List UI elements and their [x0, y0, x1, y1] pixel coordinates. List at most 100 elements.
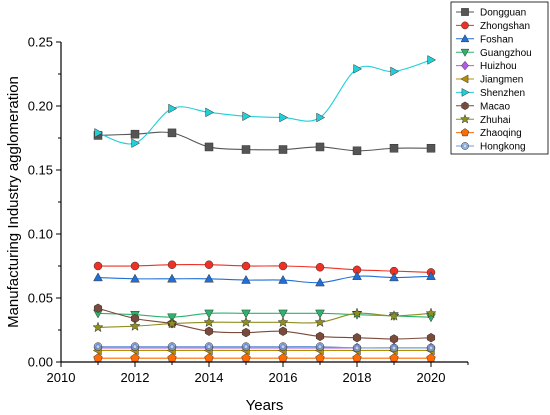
data-point-zhuhai — [166, 317, 178, 329]
data-point-zhuhai — [425, 307, 437, 319]
data-point-dongguan — [204, 142, 214, 152]
data-point-zhuhai — [203, 316, 215, 328]
y-tick-label: 0.00 — [28, 355, 53, 370]
data-point-foshan — [167, 273, 177, 283]
data-point-shenzhen — [279, 112, 289, 123]
data-point-hongkong — [315, 342, 325, 351]
legend-label-zhongshan: Zhongshan — [480, 21, 530, 32]
data-point-macao — [278, 326, 288, 336]
data-point-foshan — [426, 271, 436, 280]
data-point-dongguan — [167, 128, 177, 138]
series-line-foshan — [97, 275, 432, 284]
data-point-foshan — [315, 277, 325, 287]
data-point-zhuhai — [240, 316, 252, 328]
data-point-hongkong — [167, 342, 177, 351]
data-point-foshan — [278, 274, 288, 284]
data-point-shenzhen — [168, 103, 178, 114]
legend: Dongguan Zhongshan Foshan Guangzhou Huizhou J… — [450, 1, 549, 155]
data-point-guangzhou — [241, 309, 251, 319]
x-tick-label: 2016 — [269, 370, 298, 385]
y-ticks-group: 0.00 0.05 0.10 0.15 0.20 0.25 — [28, 35, 61, 370]
data-point-foshan — [389, 272, 399, 282]
data-point-hongkong — [352, 343, 362, 353]
y-tick-label: 0.10 — [28, 227, 53, 242]
legend-marker-foshan — [460, 34, 470, 43]
data-point-zhongshan — [204, 260, 214, 269]
legend-label-guangzhou: Guangzhou — [480, 48, 532, 59]
legend-label-jiangmen: Jiangmen — [480, 75, 523, 86]
data-point-shenzhen — [353, 64, 363, 74]
data-point-hongkong — [93, 342, 103, 351]
data-point-macao — [93, 303, 103, 313]
legend-label-macao: Macao — [480, 101, 510, 112]
data-point-macao — [389, 334, 399, 344]
data-point-foshan — [204, 273, 214, 283]
series-line-zhuhai — [97, 312, 432, 328]
y-tick-label: 0.15 — [28, 163, 53, 178]
data-point-zhuhai — [92, 321, 104, 333]
data-point-shenzhen — [316, 112, 326, 123]
data-point-hongkong — [426, 343, 436, 353]
data-point-foshan — [93, 272, 103, 282]
series-lines-group — [97, 59, 432, 359]
data-point-zhongshan — [315, 263, 325, 272]
data-point-macao — [426, 332, 436, 343]
x-tick-label: 2018 — [343, 370, 372, 385]
series-line-dongguan — [97, 131, 432, 152]
legend-label-shenzhen: Shenzhen — [480, 88, 525, 99]
data-point-zhuhai — [351, 307, 363, 319]
legend-label-dongguan: Dongguan — [480, 8, 526, 19]
legend-label-huizhou: Huizhou — [480, 61, 517, 72]
data-point-dongguan — [241, 145, 251, 154]
data-point-hongkong — [130, 342, 140, 351]
legend-marker-zhaoqing — [460, 128, 470, 137]
data-point-shenzhen — [205, 107, 215, 118]
legend-marker-huizhou — [461, 60, 469, 71]
series-line-guangzhou — [97, 312, 432, 318]
data-point-guangzhou — [315, 309, 325, 319]
series-line-hongkong — [98, 345, 431, 349]
legend-label-zhuhai: Zhuhai — [480, 115, 511, 126]
legend-marker-hongkong — [461, 142, 469, 150]
x-tick-label: 2012 — [121, 370, 150, 385]
data-point-shenzhen — [94, 128, 104, 138]
y-tick-label: 0.20 — [28, 99, 53, 114]
data-point-macao — [204, 326, 214, 336]
data-point-zhongshan — [130, 261, 140, 271]
legend-marker-zhuhai — [459, 113, 471, 124]
legend-marker-zhongshan — [461, 21, 469, 30]
data-point-hongkong — [389, 343, 399, 353]
x-tick-label: 2014 — [195, 370, 224, 385]
data-point-zhongshan — [278, 261, 288, 271]
data-point-guangzhou — [204, 309, 214, 319]
legend-marker-macao — [461, 101, 469, 111]
data-point-shenzhen — [390, 66, 400, 77]
data-point-dongguan — [352, 146, 362, 156]
data-point-macao — [315, 331, 325, 342]
data-point-dongguan — [389, 143, 399, 153]
series-line-zhongshan — [97, 264, 432, 273]
data-point-zhongshan — [93, 261, 103, 271]
series-line-shenzhen — [97, 59, 432, 145]
data-point-foshan — [352, 271, 362, 280]
y-tick-label: 0.05 — [28, 291, 53, 306]
data-point-shenzhen — [427, 55, 437, 65]
x-axis-title: Years — [246, 397, 284, 414]
series-line-macao — [97, 307, 432, 340]
legend-marker-shenzhen — [461, 88, 470, 97]
data-point-macao — [241, 327, 251, 338]
data-point-macao — [352, 332, 362, 343]
data-point-hongkong — [278, 342, 288, 351]
data-point-shenzhen — [131, 138, 141, 148]
x-tick-label: 2010 — [47, 370, 76, 385]
data-point-zhongshan — [241, 261, 251, 271]
y-tick-label: 0.25 — [28, 35, 53, 50]
data-point-hongkong — [241, 342, 251, 351]
legend-label-foshan: Foshan — [480, 34, 513, 45]
x-tick-label: 2020 — [417, 370, 446, 385]
legend-marker-guangzhou — [460, 48, 470, 57]
series-markers-group — [92, 55, 437, 363]
data-point-dongguan — [426, 143, 436, 153]
